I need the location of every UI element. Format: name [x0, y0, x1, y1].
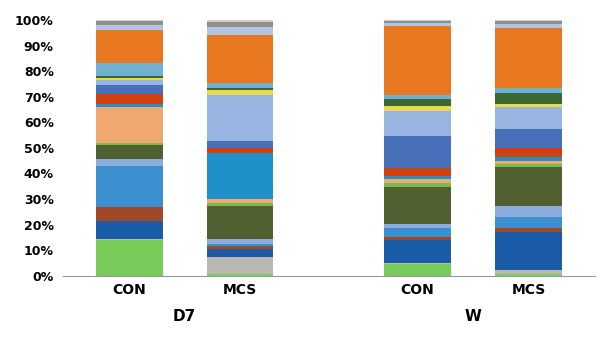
Bar [96, 76, 163, 78]
Bar [495, 148, 562, 157]
Bar [207, 90, 273, 95]
Bar [207, 203, 273, 206]
Text: W: W [465, 309, 481, 324]
Bar [207, 239, 273, 244]
Bar [207, 246, 273, 249]
Bar [495, 167, 562, 206]
Bar [96, 143, 163, 145]
Bar [96, 25, 163, 30]
Bar [384, 106, 451, 111]
Bar [384, 263, 451, 264]
Bar [384, 224, 451, 228]
Bar [495, 21, 562, 24]
Bar [384, 183, 451, 187]
Bar [495, 28, 562, 88]
Bar [207, 88, 273, 90]
Text: D7: D7 [173, 309, 196, 324]
Bar [96, 239, 163, 240]
Bar [384, 264, 451, 276]
Bar [207, 153, 273, 199]
Bar [495, 24, 562, 28]
Bar [384, 179, 451, 183]
Bar [96, 78, 163, 80]
Bar [96, 240, 163, 276]
Bar [495, 270, 562, 274]
Bar [207, 257, 273, 274]
Bar [96, 94, 163, 104]
Bar [384, 95, 451, 99]
Bar [96, 63, 163, 76]
Bar [495, 88, 562, 94]
Bar [495, 20, 562, 21]
Bar [207, 141, 273, 148]
Bar [207, 35, 273, 83]
Bar [207, 27, 273, 35]
Bar [384, 26, 451, 95]
Bar [495, 94, 562, 104]
Bar [495, 232, 562, 270]
Bar [495, 104, 562, 107]
Bar [207, 274, 273, 276]
Bar [96, 30, 163, 63]
Bar [384, 240, 451, 263]
Bar [96, 21, 163, 25]
Bar [207, 83, 273, 88]
Bar [384, 187, 451, 224]
Bar [384, 168, 451, 176]
Bar [96, 207, 163, 221]
Bar [207, 199, 273, 203]
Bar [96, 80, 163, 85]
Bar [96, 107, 163, 143]
Bar [495, 162, 562, 164]
Bar [384, 99, 451, 106]
Bar [96, 159, 163, 166]
Bar [495, 157, 562, 162]
Bar [207, 95, 273, 141]
Bar [384, 23, 451, 26]
Bar [384, 21, 451, 23]
Bar [495, 228, 562, 232]
Bar [207, 244, 273, 246]
Bar [207, 20, 273, 22]
Bar [207, 22, 273, 27]
Bar [495, 217, 562, 228]
Bar [495, 206, 562, 217]
Bar [384, 111, 451, 136]
Bar [384, 20, 451, 21]
Bar [384, 237, 451, 240]
Bar [96, 166, 163, 207]
Bar [384, 228, 451, 237]
Bar [495, 129, 562, 148]
Bar [96, 104, 163, 107]
Bar [495, 107, 562, 129]
Bar [384, 176, 451, 179]
Bar [96, 20, 163, 21]
Bar [495, 274, 562, 276]
Bar [384, 136, 451, 168]
Bar [495, 164, 562, 167]
Bar [96, 221, 163, 239]
Bar [96, 85, 163, 94]
Bar [207, 148, 273, 153]
Bar [96, 145, 163, 159]
Bar [207, 206, 273, 239]
Bar [207, 249, 273, 257]
